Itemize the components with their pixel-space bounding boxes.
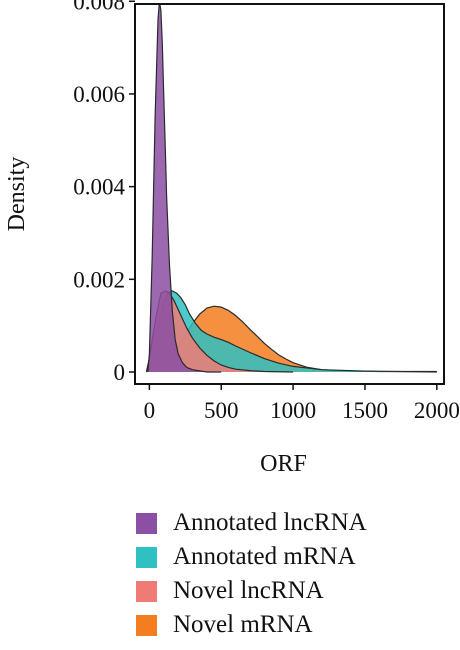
legend-item-annotated-mrna: Annotated mRNA [136,540,367,574]
legend-swatch [136,580,157,602]
y-tick-label: 0.004 [73,175,125,200]
plot-frame [134,3,445,385]
density-area-novel-lncrna [146,290,294,372]
y-tick-label: 0.002 [73,267,125,292]
legend: Annotated lncRNA Annotated mRNA Novel ln… [136,506,367,642]
density-chart: 0 0.002 0.004 0.006 0.008 0 500 1000 1500 2000 D… [4,0,460,477]
x-axis: 0 500 1000 1500 2000 [144,384,460,423]
y-tick-label: 0.008 [73,0,125,14]
x-tick-label: 500 [204,398,239,423]
legend-label: Novel lncRNA [173,577,324,604]
legend-label: Novel mRNA [173,611,313,638]
legend-swatch [136,614,157,636]
y-tick-label: 0.006 [73,82,125,107]
x-tick-label: 1500 [342,398,388,423]
x-tick-label: 1000 [270,398,316,423]
legend-swatch [136,512,157,534]
legend-item-annotated-lncrna: Annotated lncRNA [136,506,367,540]
legend-swatch [136,546,157,568]
density-line-annotated-lncrna [147,4,222,373]
x-axis-title: ORF [260,451,307,477]
legend-label: Annotated mRNA [173,543,356,570]
legend-label: Annotated lncRNA [173,509,367,536]
y-axis-title: Density [4,157,30,232]
y-tick-label: 0 [114,360,126,385]
series-layer [145,4,437,373]
legend-item-novel-mrna: Novel mRNA [136,608,367,642]
x-tick-label: 0 [144,398,156,423]
density-area-annotated-mrna [146,290,437,372]
density-area-annotated-lncrna [147,4,222,372]
x-tick-label: 2000 [414,398,460,423]
y-axis: 0 0.002 0.004 0.006 0.008 [73,0,135,385]
legend-item-novel-lncrna: Novel lncRNA [136,574,367,608]
